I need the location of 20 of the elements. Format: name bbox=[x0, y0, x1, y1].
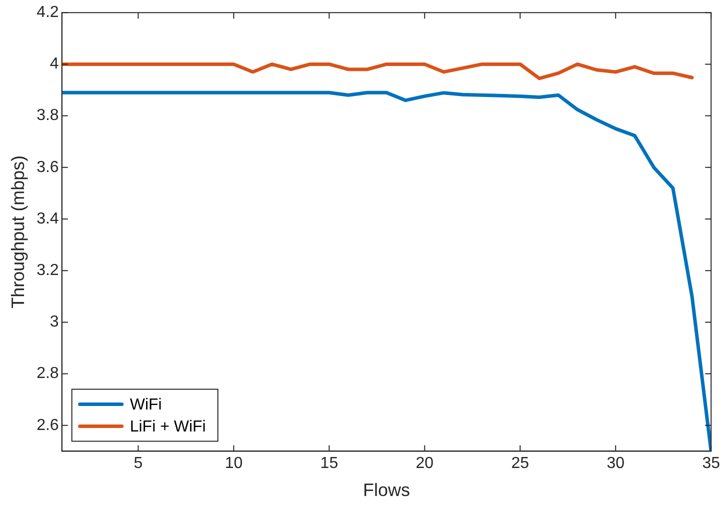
y-tick-label: 3.8 bbox=[36, 107, 59, 124]
x-tick-label: 30 bbox=[606, 455, 625, 472]
y-tick-label: 4 bbox=[50, 56, 59, 73]
legend-label: WiFi bbox=[130, 396, 162, 414]
x-axis-title: Flows bbox=[362, 480, 410, 500]
y-tick-label: 2.6 bbox=[36, 416, 59, 434]
x-tick-label: 5 bbox=[134, 455, 143, 472]
y-axis-title: Throughput (mbps) bbox=[8, 155, 28, 308]
y-tick-label: 3 bbox=[50, 314, 59, 331]
x-tick-label: 15 bbox=[320, 455, 338, 472]
x-tick-label: 20 bbox=[416, 455, 434, 472]
y-tick-label: 3.6 bbox=[36, 158, 59, 176]
legend-label: LiFi + WiFi bbox=[130, 418, 206, 436]
y-tick-label: 2.8 bbox=[36, 365, 59, 382]
y-tick-label: 3.2 bbox=[36, 262, 59, 280]
x-tick-label: 25 bbox=[511, 455, 530, 472]
x-tick-label: 35 bbox=[702, 455, 720, 472]
x-tick-label: 10 bbox=[224, 455, 243, 472]
y-tick-label: 4.2 bbox=[36, 4, 59, 22]
y-tick-label: 3.4 bbox=[36, 210, 59, 228]
